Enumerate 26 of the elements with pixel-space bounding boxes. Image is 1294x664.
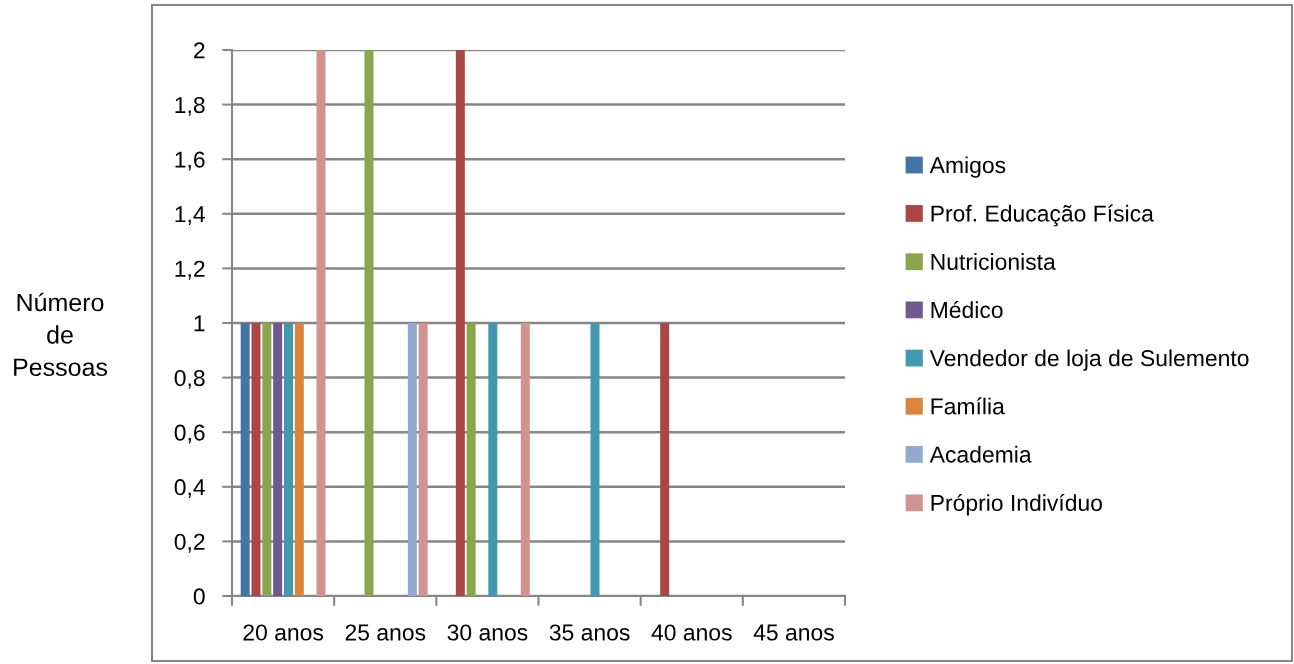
legend-label: Família xyxy=(931,397,1005,415)
y-axis-title: Número de Pessoas xyxy=(14,292,108,377)
y-tick-label: 1,6 xyxy=(175,151,205,171)
x-tick-label: 45 anos xyxy=(753,624,834,641)
y-tick-label: 1 xyxy=(194,315,205,332)
y-tick-label: 0,8 xyxy=(174,369,205,389)
legend-label: Academia xyxy=(929,445,1032,463)
y-tick-label: 2 xyxy=(194,42,205,59)
x-tick-label: 30 anos xyxy=(447,624,528,641)
legend-label: Amigos xyxy=(929,156,1006,178)
x-tick-label: 40 anos xyxy=(651,624,732,641)
legend-label: Prof. Educação Física xyxy=(931,204,1154,227)
x-tick-label: 25 anos xyxy=(345,624,426,641)
y-tick-label: 0,2 xyxy=(174,533,205,553)
y-tick-label: 0 xyxy=(193,588,205,605)
legend-label: Médico xyxy=(931,301,1003,319)
legend-label: Nutricionista xyxy=(931,253,1056,270)
x-tick-label: 20 anos xyxy=(243,624,324,641)
y-tick-label: 0,4 xyxy=(174,479,205,499)
x-tick-label: 35 anos xyxy=(549,624,630,641)
legend-label: Próprio Indivíduo xyxy=(931,493,1102,516)
y-tick-label: 1,4 xyxy=(175,206,205,226)
y-tick-label: 0,6 xyxy=(174,424,205,444)
legend-label: Vendedor de loja de Sulemento xyxy=(929,349,1249,371)
y-tick-label: 1,2 xyxy=(175,260,205,280)
y-tick-label: 1,8 xyxy=(175,96,205,116)
